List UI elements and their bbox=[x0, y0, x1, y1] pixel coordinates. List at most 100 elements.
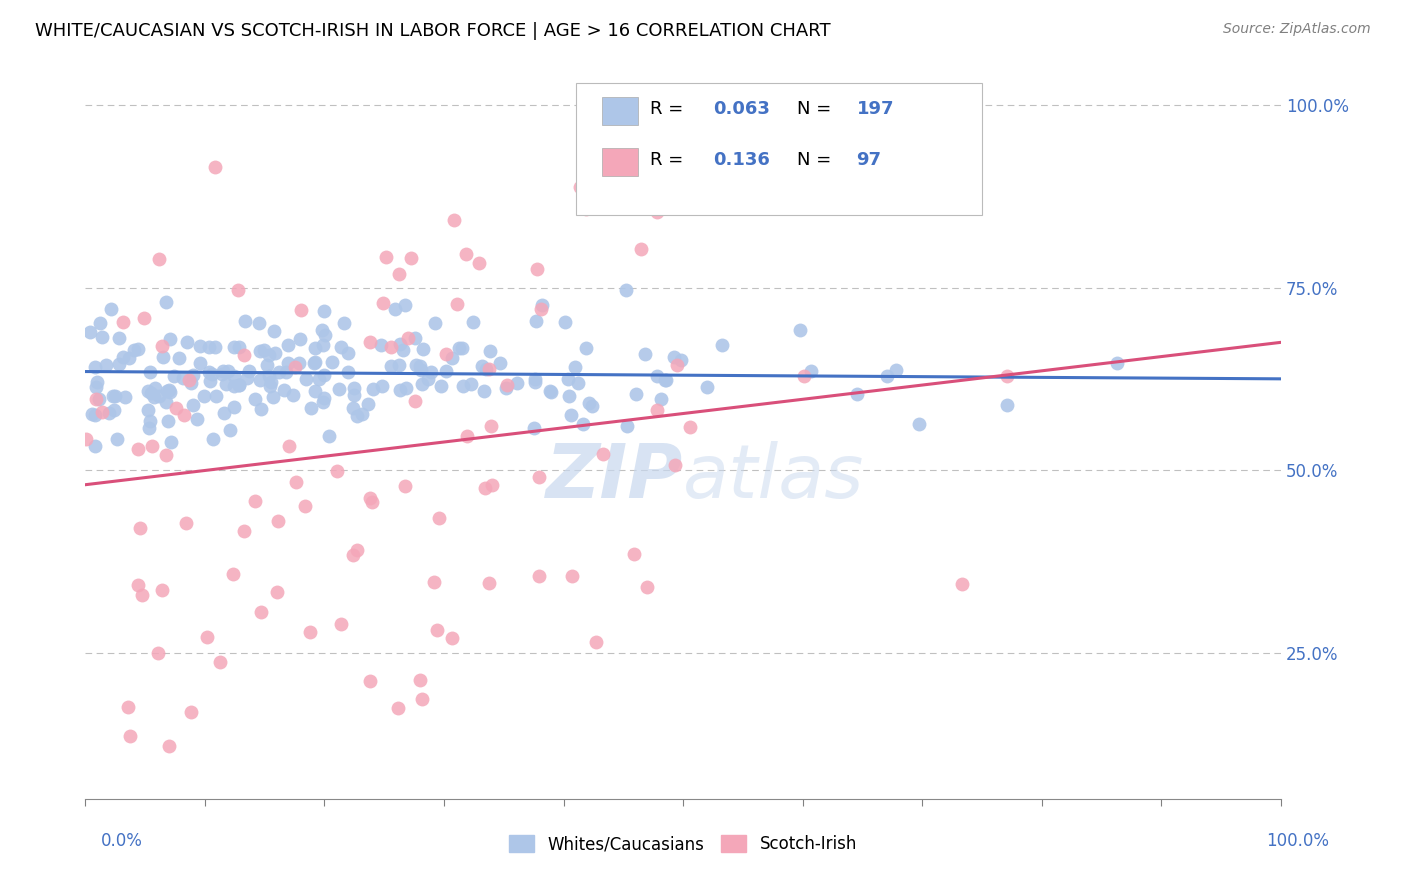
Point bbox=[129, 521, 152, 535]
Point bbox=[373, 295, 395, 310]
Point bbox=[908, 417, 931, 431]
Point bbox=[150, 583, 173, 598]
Point bbox=[630, 242, 652, 256]
Point bbox=[107, 331, 129, 345]
Point bbox=[312, 368, 335, 382]
Point bbox=[201, 432, 224, 446]
Point bbox=[94, 358, 117, 372]
Point bbox=[529, 301, 551, 316]
Point bbox=[136, 384, 159, 398]
Point bbox=[489, 356, 512, 370]
Point bbox=[430, 379, 453, 393]
Point bbox=[370, 338, 392, 352]
Text: R =: R = bbox=[650, 151, 683, 169]
Point bbox=[277, 356, 299, 370]
Point bbox=[198, 365, 221, 379]
Point bbox=[460, 377, 482, 392]
Point bbox=[409, 673, 432, 688]
FancyBboxPatch shape bbox=[575, 83, 981, 215]
Point bbox=[211, 367, 233, 381]
Point bbox=[82, 407, 104, 421]
Point bbox=[277, 439, 299, 453]
Point bbox=[614, 283, 637, 297]
Point bbox=[527, 470, 550, 484]
Point bbox=[540, 384, 562, 399]
Point bbox=[294, 500, 316, 514]
Point bbox=[450, 341, 472, 355]
Point bbox=[134, 310, 156, 325]
Point bbox=[876, 369, 898, 384]
Point bbox=[304, 384, 326, 398]
Point bbox=[523, 421, 546, 435]
Point bbox=[359, 335, 381, 350]
Point bbox=[75, 432, 97, 446]
Point bbox=[233, 349, 256, 363]
Point bbox=[380, 359, 402, 373]
Point bbox=[475, 361, 498, 376]
Point bbox=[371, 379, 394, 393]
Point bbox=[800, 364, 823, 378]
FancyBboxPatch shape bbox=[602, 97, 638, 125]
Point bbox=[388, 358, 411, 372]
Point bbox=[118, 729, 141, 743]
Point bbox=[114, 390, 136, 404]
Text: 0.0%: 0.0% bbox=[101, 831, 143, 849]
Point bbox=[139, 414, 162, 428]
Point bbox=[148, 390, 170, 404]
Point bbox=[692, 185, 714, 199]
Point bbox=[200, 374, 222, 388]
Point bbox=[451, 379, 474, 393]
Point bbox=[165, 401, 187, 416]
Point bbox=[176, 516, 198, 530]
Point bbox=[167, 351, 190, 365]
Point bbox=[374, 251, 396, 265]
Point bbox=[181, 368, 204, 382]
Point bbox=[523, 375, 546, 389]
Point bbox=[471, 359, 494, 373]
Point bbox=[136, 403, 159, 417]
Point bbox=[404, 393, 426, 408]
Point bbox=[420, 365, 443, 379]
Point bbox=[290, 302, 312, 317]
Point bbox=[79, 325, 101, 339]
Point bbox=[84, 392, 107, 406]
Point bbox=[107, 432, 129, 446]
Point bbox=[84, 409, 107, 423]
Point bbox=[222, 400, 245, 414]
Point bbox=[496, 378, 519, 392]
Point bbox=[696, 379, 718, 393]
Point bbox=[391, 343, 413, 357]
Point bbox=[845, 387, 868, 401]
Point bbox=[479, 418, 502, 433]
Point bbox=[447, 341, 470, 355]
Point bbox=[205, 389, 228, 403]
Point bbox=[299, 401, 322, 416]
Point bbox=[454, 247, 477, 261]
Point bbox=[361, 382, 384, 396]
Point bbox=[188, 338, 211, 352]
Point bbox=[456, 428, 478, 442]
Point bbox=[446, 297, 468, 311]
Point bbox=[212, 406, 235, 420]
Point bbox=[626, 386, 648, 401]
Point bbox=[86, 375, 108, 389]
Point bbox=[238, 364, 260, 378]
Point bbox=[284, 360, 307, 375]
Point bbox=[645, 368, 668, 383]
Point bbox=[558, 389, 581, 403]
Point bbox=[172, 371, 194, 385]
Point bbox=[645, 403, 668, 417]
Point bbox=[669, 353, 692, 368]
Point bbox=[249, 372, 271, 386]
Point bbox=[249, 343, 271, 358]
Point bbox=[159, 332, 181, 346]
Point bbox=[226, 284, 249, 298]
Point bbox=[564, 359, 586, 374]
Point bbox=[495, 381, 517, 395]
Point bbox=[330, 617, 353, 632]
Point bbox=[312, 338, 335, 352]
Point bbox=[243, 494, 266, 508]
Point bbox=[560, 408, 582, 422]
Point bbox=[409, 363, 432, 377]
Point bbox=[173, 409, 195, 423]
